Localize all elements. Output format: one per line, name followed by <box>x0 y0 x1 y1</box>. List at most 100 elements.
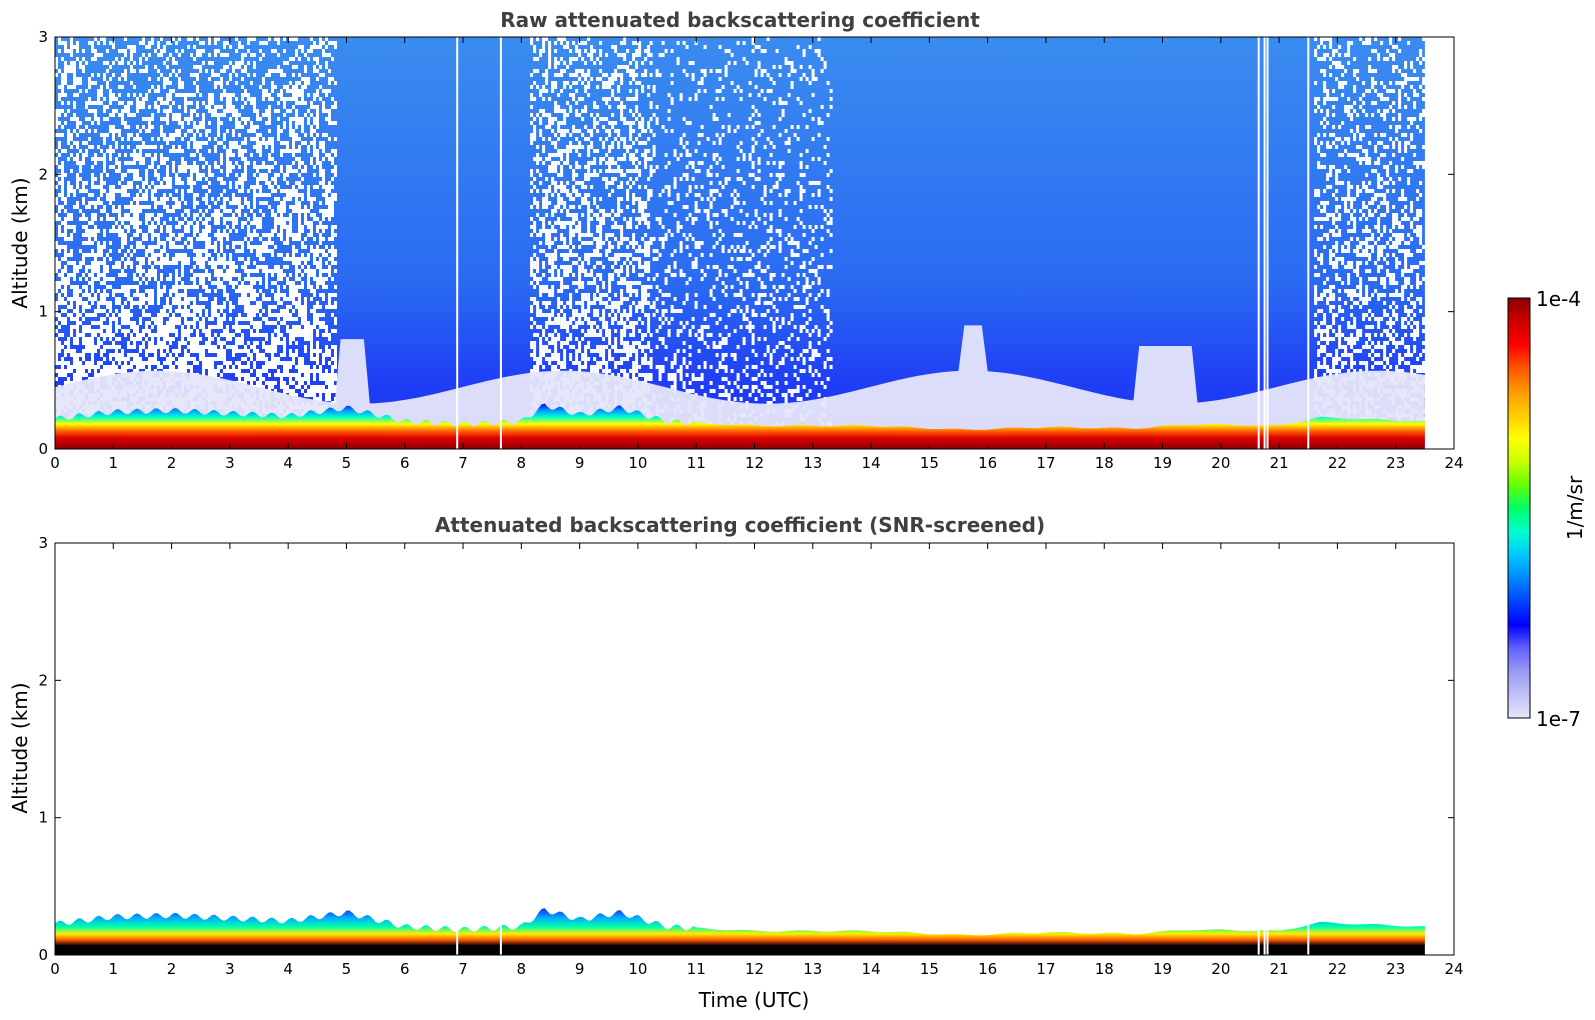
noise-pixel <box>268 97 271 101</box>
noise-pixel <box>232 261 235 265</box>
noise-pixel <box>289 305 292 309</box>
noise-pixel <box>322 101 325 105</box>
noise-pixel <box>169 341 172 345</box>
noise-pixel <box>124 69 127 73</box>
noise-pixel <box>587 153 591 157</box>
noise-pixel <box>64 77 67 81</box>
noise-pixel <box>124 217 127 221</box>
noise-pixel <box>175 285 178 289</box>
noise-pixel <box>632 113 636 117</box>
noise-pixel <box>250 313 253 317</box>
noise-pixel <box>106 149 109 153</box>
noise-pixel <box>121 145 124 149</box>
noise-pixel <box>151 229 154 233</box>
noise-pixel <box>181 369 184 373</box>
noise-pixel <box>265 381 268 385</box>
noise-pixel <box>322 169 325 173</box>
noise-pixel <box>196 257 199 261</box>
noise-pixel <box>301 49 304 53</box>
noise-pixel <box>154 345 157 349</box>
noise-pixel <box>196 349 199 353</box>
noise-pixel <box>181 273 184 277</box>
noise-pixel <box>130 53 133 57</box>
noise-pixel <box>223 329 226 333</box>
noise-pixel <box>599 77 603 81</box>
noise-pixel <box>310 201 313 205</box>
noise-pixel <box>154 201 157 205</box>
noise-pixel <box>88 337 91 341</box>
noise-pixel <box>307 329 310 333</box>
noise-pixel <box>76 173 79 177</box>
noise-pixel <box>115 189 118 193</box>
noise-pixel <box>130 161 133 165</box>
noise-pixel <box>94 369 97 373</box>
noise-pixel <box>139 57 142 61</box>
noise-pixel <box>304 133 307 137</box>
noise-pixel <box>593 61 597 65</box>
noise-pixel <box>262 341 265 345</box>
noise-pixel <box>142 181 145 185</box>
noise-pixel <box>593 149 597 153</box>
noise-pixel <box>247 309 250 313</box>
noise-pixel <box>157 221 160 225</box>
noise-pixel <box>536 69 540 73</box>
noise-pixel <box>199 233 202 237</box>
noise-pixel <box>271 137 274 141</box>
chart-panel-raw: Raw attenuated backscattering coefficien… <box>8 8 1464 472</box>
noise-pixel <box>58 285 61 289</box>
noise-pixel <box>100 209 103 213</box>
noise-pixel <box>247 97 250 101</box>
noise-pixel <box>151 301 154 305</box>
noise-pixel <box>575 129 579 133</box>
noise-pixel <box>175 189 178 193</box>
noise-pixel <box>259 281 262 285</box>
noise-pixel <box>73 337 76 341</box>
noise-pixel <box>214 217 217 221</box>
noise-pixel <box>217 125 220 129</box>
noise-pixel <box>280 233 283 237</box>
noise-pixel <box>289 333 292 337</box>
noise-pixel <box>310 353 313 357</box>
noise-pixel <box>295 113 298 117</box>
noise-pixel <box>220 269 223 273</box>
noise-pixel <box>142 261 145 265</box>
noise-pixel <box>563 117 567 121</box>
noise-pixel <box>283 285 286 289</box>
noise-pixel <box>322 361 325 365</box>
noise-pixel <box>133 173 136 177</box>
noise-pixel <box>64 229 67 233</box>
noise-pixel <box>181 361 184 365</box>
noise-pixel <box>97 121 100 125</box>
noise-pixel <box>76 329 79 333</box>
noise-pixel <box>139 281 142 285</box>
noise-pixel <box>76 373 79 377</box>
noise-pixel <box>214 145 217 149</box>
noise-pixel <box>187 313 190 317</box>
noise-pixel <box>289 289 292 293</box>
noise-pixel <box>307 285 310 289</box>
noise-pixel <box>163 329 166 333</box>
noise-pixel <box>145 57 148 61</box>
noise-pixel <box>82 197 85 201</box>
noise-pixel <box>298 165 301 169</box>
noise-pixel <box>124 253 127 257</box>
noise-pixel <box>157 329 160 333</box>
noise-pixel <box>575 113 579 117</box>
noise-pixel <box>187 181 190 185</box>
noise-pixel <box>566 81 570 85</box>
noise-pixel <box>73 105 76 109</box>
noise-pixel <box>316 229 319 233</box>
noise-pixel <box>166 253 169 257</box>
noise-pixel <box>175 49 178 53</box>
noise-pixel <box>325 133 328 137</box>
noise-pixel <box>211 305 214 309</box>
noise-pixel <box>118 153 121 157</box>
noise-pixel <box>91 253 94 257</box>
noise-pixel <box>199 349 202 353</box>
noise-pixel <box>85 365 88 369</box>
noise-pixel <box>115 229 118 233</box>
noise-pixel <box>304 329 307 333</box>
noise-pixel <box>277 197 280 201</box>
noise-pixel <box>76 317 79 321</box>
noise-pixel <box>605 73 609 77</box>
